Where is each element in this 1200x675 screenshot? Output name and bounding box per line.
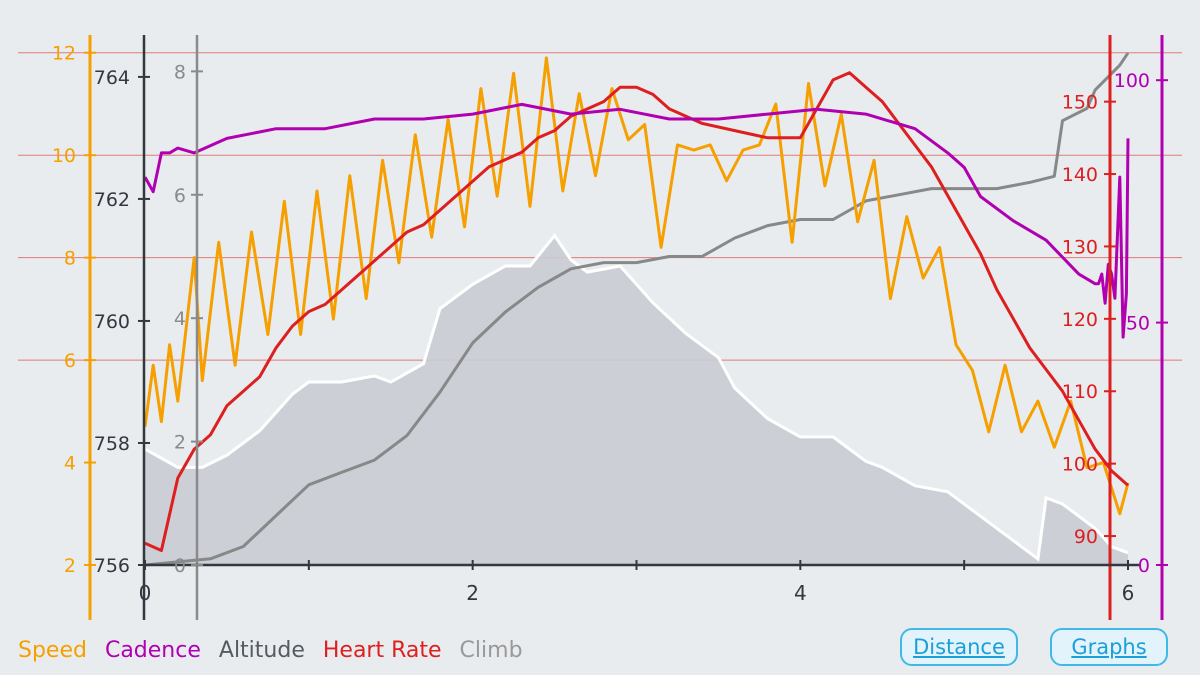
legend: Speed Cadence Altitude Heart Rate Climb bbox=[18, 638, 523, 663]
series-layer bbox=[143, 52, 1130, 567]
axes-layer: 2 4 6 8 10 12 756 758 760 762 764 0 2 4 6 8 90 100 110 120 1… bbox=[52, 35, 1168, 620]
speed-tick-label: 8 bbox=[64, 248, 76, 270]
speed-tick-label: 10 bbox=[52, 145, 76, 167]
altitude-tick-label: 756 bbox=[94, 555, 130, 577]
heart-rate-line bbox=[144, 71, 1129, 552]
climb-tick-label: 8 bbox=[174, 61, 186, 83]
altitude-tick-label: 760 bbox=[94, 311, 130, 333]
speed-tick-label: 2 bbox=[64, 555, 76, 577]
x-tick-label: 0 bbox=[139, 581, 152, 605]
heart-rate-tick-label: 110 bbox=[1062, 381, 1098, 403]
altitude-area-layer bbox=[144, 232, 1129, 565]
graphs-button[interactable]: Graphs bbox=[1050, 628, 1168, 666]
climb-tick-label: 6 bbox=[174, 185, 186, 207]
x-tick-label: 4 bbox=[794, 581, 807, 605]
climb-line bbox=[144, 52, 1130, 567]
altitude-area bbox=[145, 235, 1128, 565]
cadence-tick-label: 100 bbox=[1114, 70, 1150, 92]
climb-tick-label: 2 bbox=[174, 432, 186, 454]
heart-rate-tick-label: 150 bbox=[1062, 92, 1098, 114]
distance-button[interactable]: Distance bbox=[900, 628, 1018, 666]
cadence-tick-label: 50 bbox=[1126, 313, 1150, 335]
speed-tick-label: 4 bbox=[64, 453, 76, 475]
x-tick-label: 6 bbox=[1122, 581, 1135, 605]
heart-rate-tick-label: 140 bbox=[1062, 164, 1098, 186]
cadence-line bbox=[143, 102, 1130, 339]
legend-speed: Speed bbox=[18, 638, 87, 663]
altitude-line bbox=[144, 232, 1129, 562]
heart-rate-tick-label: 120 bbox=[1062, 309, 1098, 331]
heart-rate-tick-label: 130 bbox=[1062, 236, 1098, 258]
chart-area: 2 4 6 8 10 12 756 758 760 762 764 0 2 4 6 8 90 100 110 120 1… bbox=[18, 35, 1182, 620]
legend-altitude: Altitude bbox=[218, 638, 305, 663]
climb-tick-label: 4 bbox=[174, 308, 186, 330]
climb-tick-label: 0 bbox=[174, 555, 186, 577]
legend-climb: Climb bbox=[459, 638, 523, 663]
legend-heart-rate: Heart Rate bbox=[322, 638, 442, 663]
altitude-tick-label: 764 bbox=[94, 67, 130, 89]
speed-line bbox=[143, 56, 1130, 516]
altitude-tick-label: 762 bbox=[94, 189, 130, 211]
x-tick-label: 2 bbox=[466, 581, 479, 605]
cadence-tick-label: 0 bbox=[1138, 555, 1150, 577]
altitude-tick-label: 758 bbox=[94, 433, 130, 455]
legend-cadence: Cadence bbox=[104, 638, 201, 663]
heart-rate-tick-label: 90 bbox=[1074, 526, 1098, 548]
speed-tick-label: 12 bbox=[52, 43, 76, 65]
speed-tick-label: 6 bbox=[64, 350, 76, 372]
heart-rate-tick-label: 100 bbox=[1062, 454, 1098, 476]
